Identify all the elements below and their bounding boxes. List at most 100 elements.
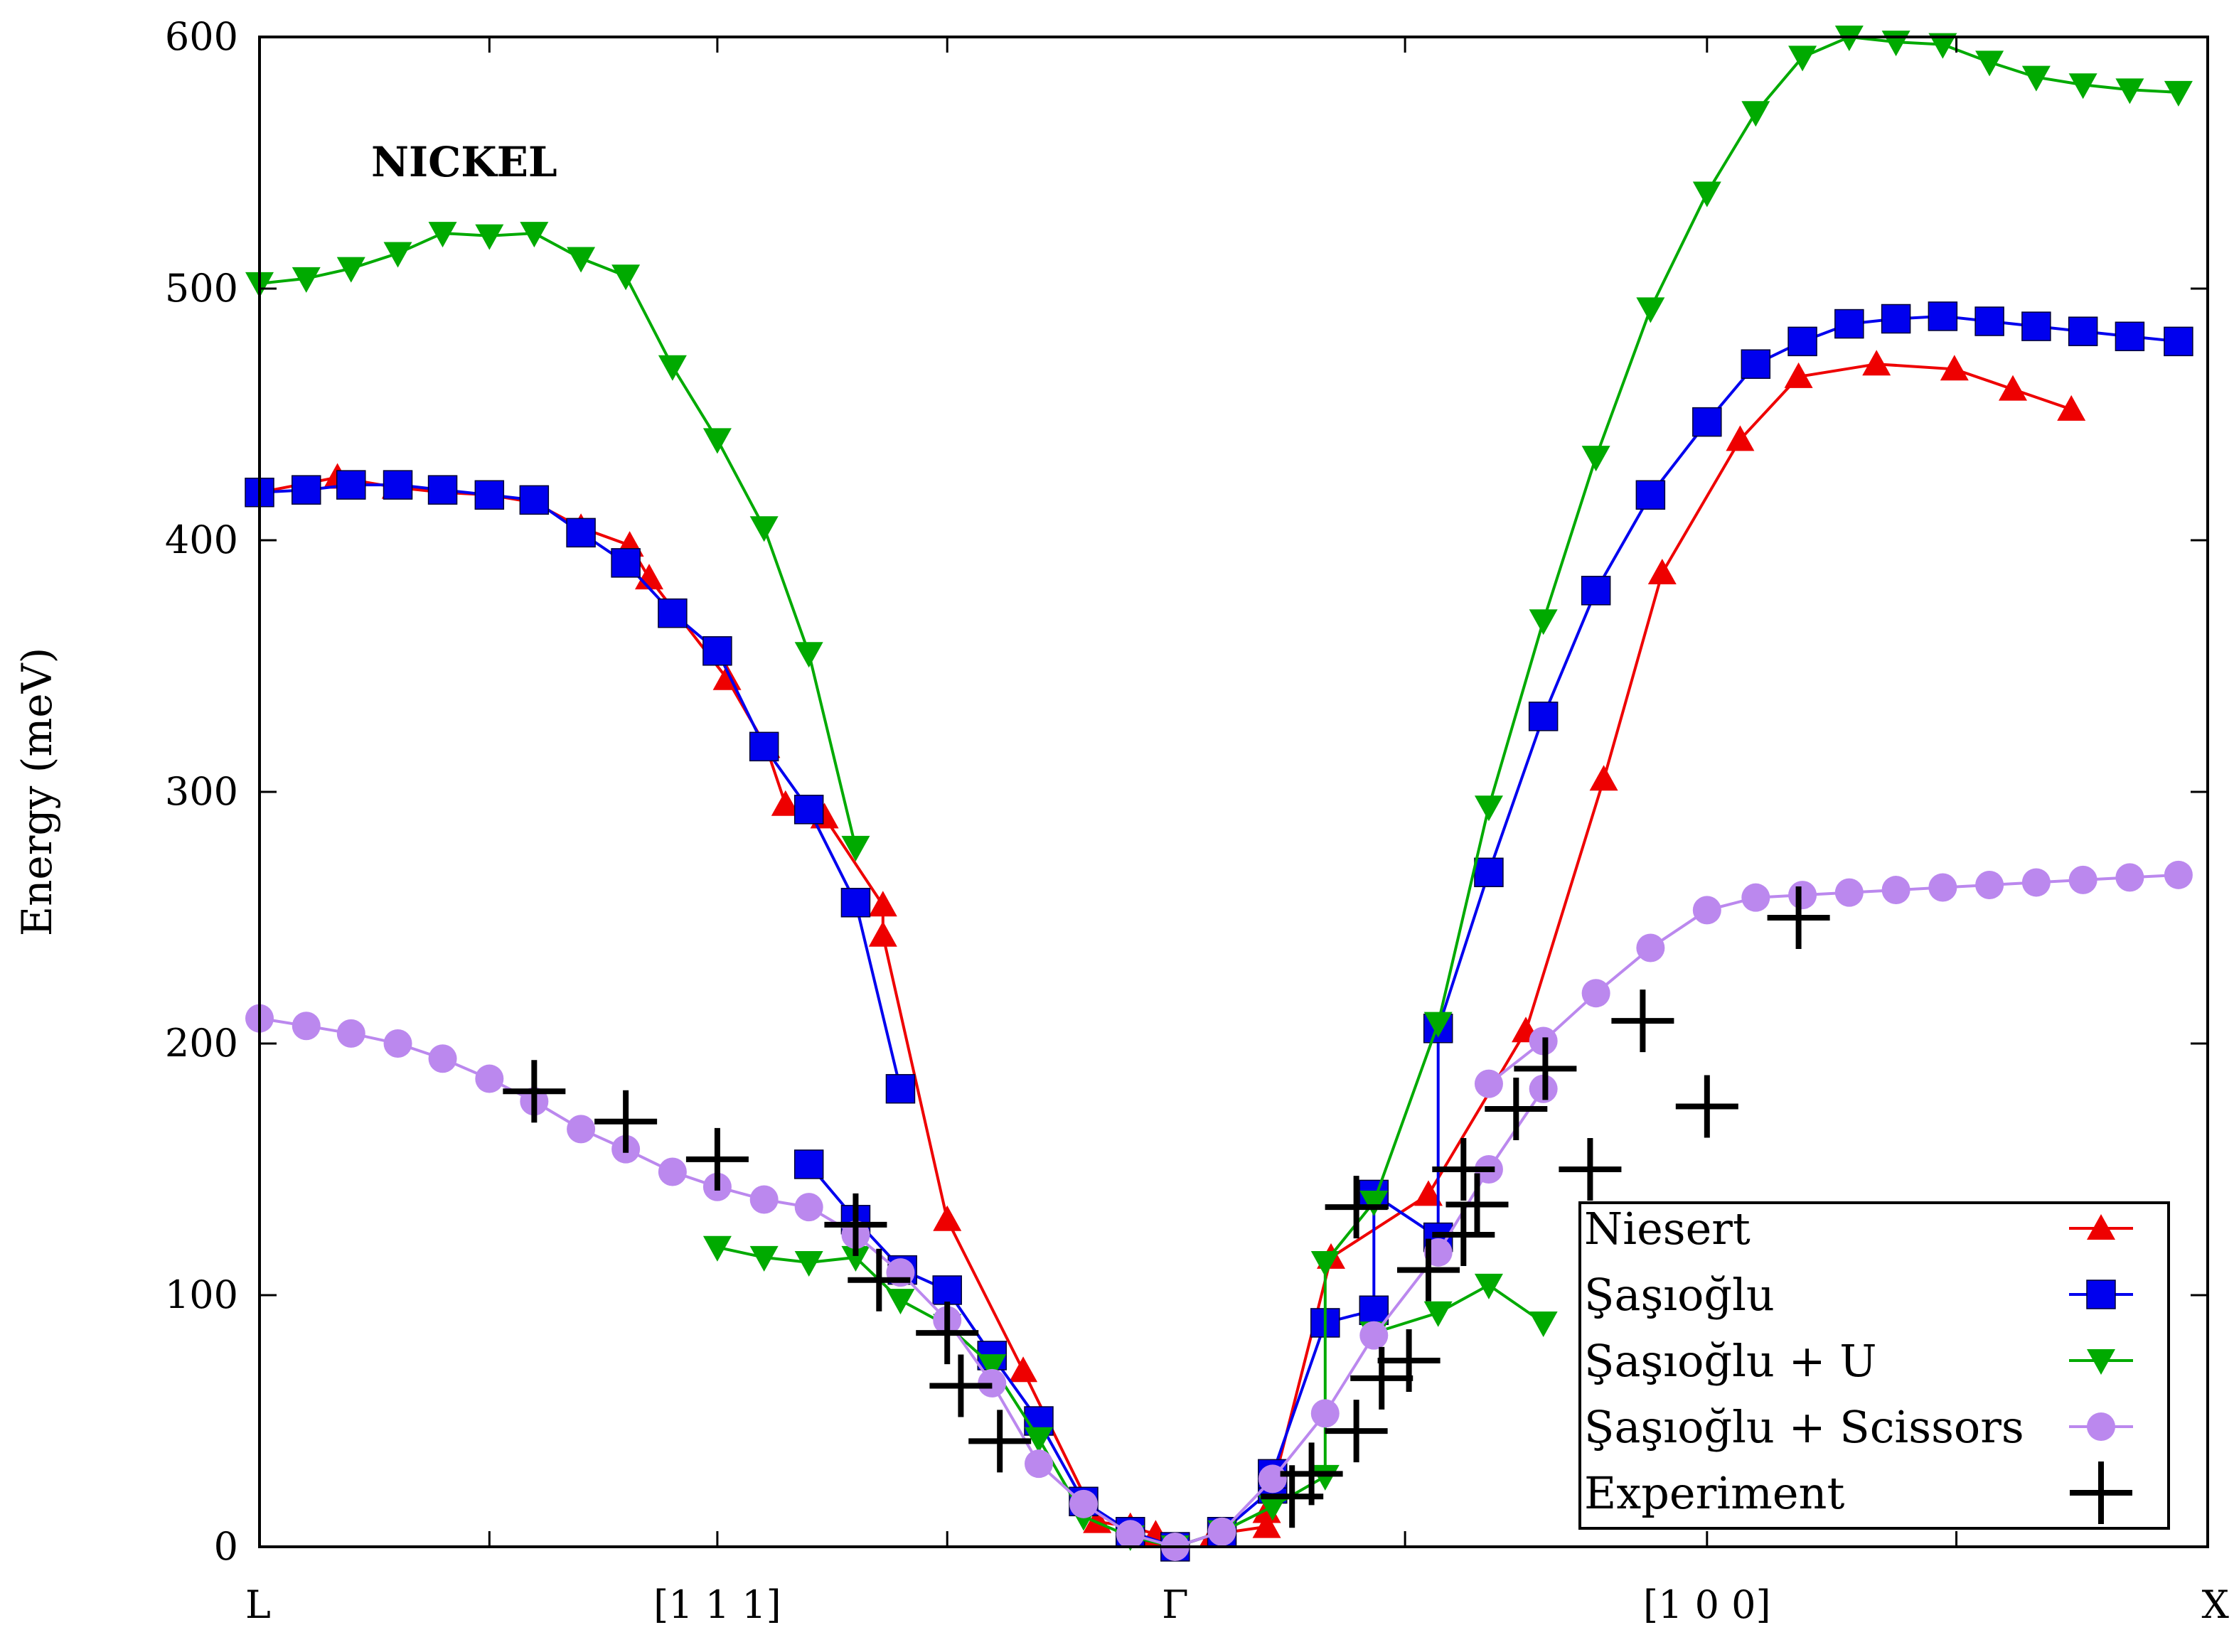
- data-point: [1581, 576, 1611, 606]
- data-point: [794, 1250, 823, 1277]
- series-layer: [245, 26, 2193, 1562]
- data-point: [292, 267, 321, 293]
- data-point: [1116, 1520, 1145, 1549]
- data-point: [1529, 1311, 1558, 1337]
- data-point: [1423, 1301, 1453, 1327]
- legend-label: Niesert: [1584, 1203, 1751, 1255]
- data-point: [292, 475, 321, 505]
- data-point: [824, 1193, 887, 1256]
- data-point: [567, 1115, 596, 1144]
- data-point: [1928, 301, 1958, 331]
- data-point: [1280, 1442, 1343, 1506]
- legend-box: [1578, 1201, 2170, 1530]
- legend-label: Şaşıoğlu + U: [1584, 1335, 1876, 1387]
- y-tick-label: 600: [165, 14, 238, 59]
- data-point: [658, 598, 688, 628]
- y-tick-label: 500: [165, 266, 238, 311]
- data-point: [1881, 876, 1910, 905]
- x-tick-label: L: [245, 1582, 271, 1627]
- data-point: [932, 1275, 962, 1305]
- data-point: [1397, 1238, 1460, 1302]
- legend-label: Experiment: [1584, 1467, 1844, 1519]
- data-point: [2021, 868, 2051, 897]
- series--a-o-lu-scissors: [245, 860, 2193, 1561]
- data-point: [292, 1012, 321, 1041]
- data-point: [1377, 1329, 1441, 1393]
- data-point: [1589, 765, 1618, 791]
- legend-marker: [2070, 1461, 2132, 1524]
- data-point: [1359, 1191, 1389, 1217]
- data-point: [1445, 1173, 1509, 1236]
- data-point: [635, 564, 663, 590]
- y-tick-label: 200: [165, 1021, 238, 1066]
- data-point: [1423, 1012, 1453, 1038]
- data-point: [793, 795, 824, 825]
- data-point: [1252, 1512, 1281, 1538]
- legend-entry: Şaşıoğlu + Scissors: [1584, 1401, 2133, 1453]
- data-point: [841, 835, 870, 862]
- tick-layer: 0 100 200 300 400 500 600 L [1 1 1] Γ [1 0 0] X: [165, 14, 2230, 1627]
- data-point: [2164, 860, 2193, 889]
- legend-marker: [2086, 1280, 2116, 1309]
- data-point: [2115, 78, 2144, 104]
- y-axis-label: Energy (meV): [13, 648, 61, 937]
- data-point: [1675, 1075, 1738, 1138]
- legend: Niesert Şaşıoğlu Şaşıoğlu + U Şaşıoğlu + Sc…: [1578, 1201, 2170, 1530]
- data-point: [1767, 886, 1830, 949]
- data-point: [2068, 73, 2097, 100]
- data-point: [1834, 878, 1864, 907]
- data-point: [336, 470, 366, 500]
- data-point: [1881, 304, 1911, 334]
- data-point: [1741, 883, 1770, 912]
- data-point: [2068, 865, 2097, 894]
- data-point: [475, 1064, 504, 1093]
- data-point: [968, 1410, 1032, 1473]
- data-point: [1432, 1138, 1495, 1201]
- series-experiment: [503, 886, 1830, 1528]
- data-point: [1359, 1295, 1389, 1325]
- data-point: [1928, 33, 1957, 59]
- legend-marker: [2087, 1412, 2115, 1441]
- data-point: [848, 1248, 911, 1312]
- data-point: [885, 1073, 916, 1104]
- data-point: [771, 790, 800, 816]
- data-point: [1310, 1250, 1340, 1277]
- data-point: [1009, 1356, 1038, 1383]
- data-point: [1726, 425, 1755, 451]
- data-point: [1069, 1489, 1099, 1518]
- data-point: [868, 891, 897, 917]
- data-point: [567, 247, 596, 273]
- data-point: [383, 470, 413, 500]
- data-point: [685, 1127, 749, 1191]
- data-point: [749, 1185, 779, 1214]
- data-point: [1581, 979, 1610, 1008]
- data-point: [702, 1235, 732, 1262]
- data-point: [1788, 881, 1817, 910]
- data-point: [1514, 1037, 1577, 1100]
- data-point: [1432, 1203, 1495, 1267]
- data-point: [793, 1149, 824, 1179]
- data-point: [428, 1044, 457, 1073]
- data-point: [1258, 1495, 1287, 1521]
- data-point: [1025, 1449, 1053, 1479]
- data-point: [566, 517, 596, 548]
- x-tick-label: Γ: [1162, 1582, 1188, 1627]
- data-point: [474, 480, 505, 510]
- data-point: [520, 222, 549, 248]
- data-point: [1787, 326, 1817, 357]
- legend-entry: Şaşıoğlu + U: [1584, 1335, 2133, 1387]
- data-point: [1581, 446, 1610, 472]
- data-point: [841, 1245, 870, 1272]
- legend-entry: Experiment: [1584, 1461, 2132, 1524]
- data-point: [1474, 795, 1503, 822]
- data-point: [1529, 609, 1558, 635]
- data-point: [1611, 989, 1674, 1053]
- data-point: [1692, 896, 1721, 925]
- data-point: [1940, 355, 1969, 381]
- data-point: [2057, 395, 2086, 421]
- data-point: [427, 475, 458, 505]
- data-point: [794, 642, 823, 668]
- data-point: [1975, 50, 2004, 77]
- legend-marker: [2087, 1214, 2115, 1240]
- data-point: [1325, 1176, 1388, 1239]
